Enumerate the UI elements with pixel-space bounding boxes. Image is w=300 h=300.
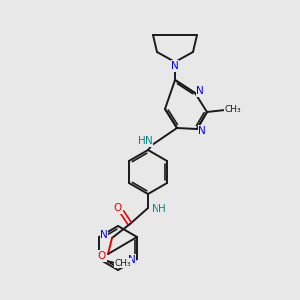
Text: N: N: [152, 204, 160, 214]
Text: H: H: [158, 204, 166, 214]
Text: H: H: [138, 136, 146, 146]
Text: N: N: [198, 126, 206, 136]
Text: CH₃: CH₃: [115, 259, 131, 268]
Text: N: N: [128, 255, 136, 265]
Text: N: N: [100, 230, 108, 240]
Text: N: N: [145, 136, 153, 146]
Text: N: N: [171, 61, 179, 71]
Text: N: N: [196, 86, 204, 96]
Text: CH₃: CH₃: [225, 106, 241, 115]
Text: O: O: [113, 203, 121, 213]
Text: O: O: [98, 251, 106, 261]
